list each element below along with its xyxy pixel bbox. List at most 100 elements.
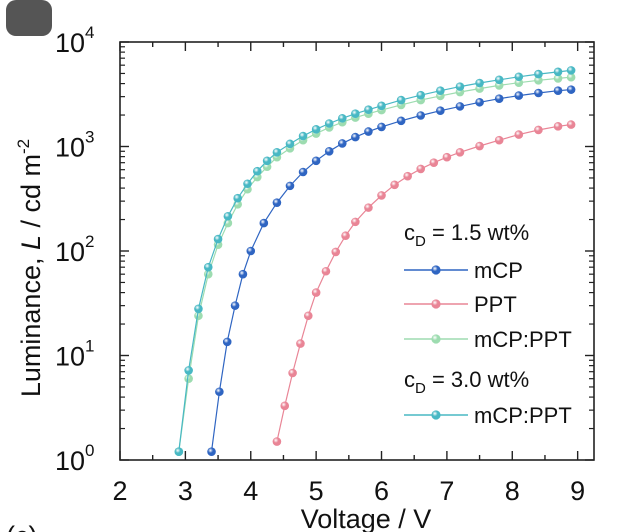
- data-point: [534, 88, 543, 98]
- legend-item: mCP:PPT: [404, 327, 572, 352]
- x-tick-label: 2: [112, 476, 127, 506]
- data-point: [514, 130, 524, 139]
- data-point: [280, 401, 290, 411]
- data-point: [566, 72, 576, 82]
- legend-item: mCP: [404, 258, 523, 283]
- data-point: [272, 198, 282, 207]
- data-point: [285, 139, 295, 149]
- data-point: [553, 74, 563, 83]
- data-point: [416, 90, 426, 100]
- x-tick-label: 5: [309, 476, 324, 506]
- data-point: [174, 447, 184, 457]
- legend-label: mCP:PPT: [474, 403, 572, 428]
- legend-marker: [431, 334, 441, 344]
- data-point: [514, 72, 524, 82]
- data-point: [494, 94, 504, 103]
- data-point: [184, 374, 193, 383]
- data-point: [396, 116, 406, 126]
- data-point: [303, 311, 313, 321]
- data-point: [364, 203, 373, 212]
- data-point: [494, 135, 504, 145]
- y-tick-label: 103: [55, 128, 95, 163]
- x-axis-title: Voltage / V: [301, 504, 432, 532]
- data-point: [215, 387, 224, 397]
- legend-marker: [431, 299, 441, 309]
- data-point: [259, 218, 269, 228]
- data-point: [285, 181, 295, 191]
- x-tick-label: 7: [439, 476, 454, 506]
- data-point: [553, 86, 563, 95]
- data-point: [246, 246, 256, 256]
- data-point: [475, 141, 484, 151]
- data-point: [223, 211, 233, 221]
- data-point: [455, 82, 465, 91]
- data-point: [262, 156, 272, 166]
- data-point: [455, 148, 465, 157]
- data-point: [207, 447, 216, 457]
- data-point: [252, 166, 262, 176]
- data-point: [534, 125, 543, 135]
- data-point: [390, 180, 399, 190]
- legend-label: PPT: [474, 292, 517, 317]
- data-point: [233, 193, 242, 203]
- legend-marker: [431, 410, 441, 420]
- data-point: [213, 234, 223, 244]
- data-point: [534, 69, 543, 79]
- data-point: [337, 114, 347, 123]
- data-point: [184, 366, 193, 375]
- legend-marker: [431, 265, 441, 275]
- series-mcp-ppt: [174, 66, 576, 457]
- data-point: [377, 122, 386, 132]
- x-tick-label: 9: [570, 476, 585, 506]
- data-point: [324, 146, 334, 156]
- data-point: [298, 167, 308, 177]
- data-point: [442, 152, 452, 162]
- y-tick-label: 104: [55, 23, 95, 58]
- data-point: [514, 78, 524, 87]
- data-point: [416, 111, 426, 120]
- data-point: [238, 269, 248, 279]
- panel-badge: [6, 0, 52, 36]
- data-point: [194, 311, 203, 321]
- legend: cD = 1.5 wt% mCP PPT mCP:PPT cD = 3.0 wt% mCP…: [404, 220, 572, 428]
- data-point: [324, 119, 334, 128]
- data-point: [222, 337, 232, 347]
- data-point: [566, 85, 576, 94]
- data-point: [321, 266, 331, 276]
- data-point: [377, 101, 386, 111]
- data-point: [351, 132, 360, 142]
- legend-label: mCP:PPT: [474, 327, 572, 352]
- x-tick-label: 4: [243, 476, 258, 506]
- data-point: [429, 158, 439, 167]
- data-point: [377, 191, 386, 200]
- y-tick-label: 100: [55, 441, 95, 476]
- plot-frame: [119, 41, 595, 461]
- data-point: [475, 97, 484, 107]
- data-point: [553, 122, 563, 131]
- data-point: [514, 91, 524, 100]
- data-point: [243, 179, 252, 189]
- legend-item: mCP:PPT: [404, 403, 572, 428]
- data-point: [203, 262, 213, 272]
- y-tick-label: 102: [55, 232, 95, 267]
- data-point: [288, 368, 297, 378]
- data-point: [331, 247, 341, 257]
- data-point: [553, 67, 563, 77]
- data-point: [566, 66, 576, 75]
- legend-group-header: cD = 1.5 wt%: [404, 220, 529, 250]
- data-point: [230, 301, 240, 310]
- x-tick-label: 3: [178, 476, 193, 506]
- panel-label: (c): [6, 521, 37, 532]
- data-point: [475, 78, 484, 88]
- data-point: [534, 76, 543, 85]
- data-point: [416, 164, 426, 174]
- data-point: [311, 156, 321, 166]
- data-point: [337, 139, 347, 148]
- data-point: [272, 437, 282, 446]
- x-tick-label: 6: [374, 476, 389, 506]
- data-point: [364, 105, 373, 114]
- data-point: [298, 131, 308, 141]
- legend-item: PPT: [404, 292, 517, 317]
- series-layer: [174, 66, 576, 457]
